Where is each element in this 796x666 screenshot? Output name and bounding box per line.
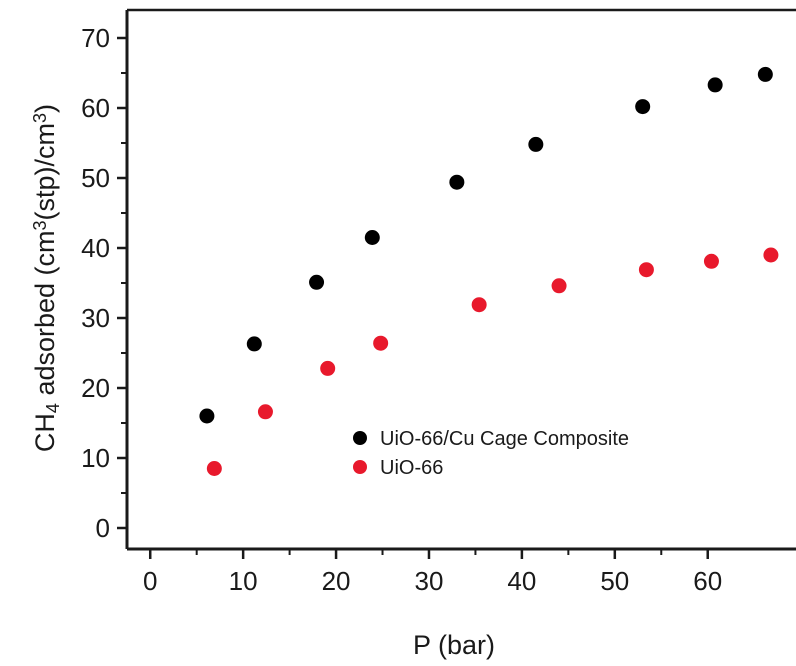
x-tick-label: 10	[229, 566, 258, 596]
data-point-series-2	[206, 461, 222, 476]
data-point-series-2	[763, 247, 779, 263]
legend: UiO-66/Cu Cage Composite UiO-66	[353, 428, 629, 479]
data-points	[199, 66, 779, 476]
legend-marker	[353, 431, 367, 445]
y-tick-label: 0	[96, 513, 110, 543]
y-tick-label: 20	[81, 373, 110, 403]
y-axis-label-part: 4	[43, 403, 63, 413]
data-point-series-1	[528, 136, 544, 152]
x-tick-label: 30	[415, 566, 444, 596]
legend-marker	[353, 460, 367, 474]
x-tick-label: 40	[507, 566, 536, 596]
y-ticks: 0 10 20 30 40 50 60 70	[81, 23, 127, 543]
y-tick-label: 10	[81, 443, 110, 473]
data-point-series-1	[364, 230, 380, 245]
data-point-series-2	[471, 297, 487, 313]
x-tick-label: 0	[143, 566, 157, 596]
data-point-series-2	[320, 360, 336, 376]
y-tick-label: 60	[81, 93, 110, 123]
y-axis-label-part: 3	[30, 220, 50, 230]
data-point-series-1	[309, 274, 325, 290]
legend-label: UiO-66	[380, 457, 443, 479]
y-tick-label: 70	[81, 23, 110, 53]
data-point-series-1	[449, 174, 465, 190]
y-axis-label-part: 3	[30, 113, 50, 123]
y-axis-label-part: )	[30, 104, 60, 113]
y-axis-label: CH4 adsorbed (cm3(stp)/cm3)	[30, 104, 63, 452]
data-point-series-1	[707, 77, 723, 93]
x-ticks: 0 10 20 30 40 50 60	[143, 549, 722, 596]
data-point-series-1	[757, 66, 773, 82]
data-point-series-2	[373, 335, 389, 351]
y-tick-label: 40	[81, 233, 110, 263]
y-axis-label-part: CH	[30, 413, 60, 452]
x-tick-label: 60	[693, 566, 722, 596]
data-point-series-1	[635, 99, 651, 115]
y-tick-label: 30	[81, 303, 110, 333]
x-tick-label: 50	[600, 566, 629, 596]
data-point-series-1	[246, 336, 262, 352]
data-point-series-2	[551, 278, 567, 294]
x-axis-label: P (bar)	[413, 630, 495, 660]
data-point-series-2	[638, 262, 654, 278]
data-point-series-2	[257, 404, 273, 420]
y-axis-label-part: (stp)/cm	[30, 123, 60, 221]
legend-label: UiO-66/Cu Cage Composite	[380, 428, 629, 450]
plot-frame	[125, 8, 796, 551]
data-point-series-2	[703, 253, 719, 269]
x-tick-label: 20	[322, 566, 351, 596]
y-axis-label-part: adsorbed (cm	[30, 230, 60, 403]
data-point-series-1	[199, 408, 215, 424]
y-tick-label: 50	[81, 163, 110, 193]
